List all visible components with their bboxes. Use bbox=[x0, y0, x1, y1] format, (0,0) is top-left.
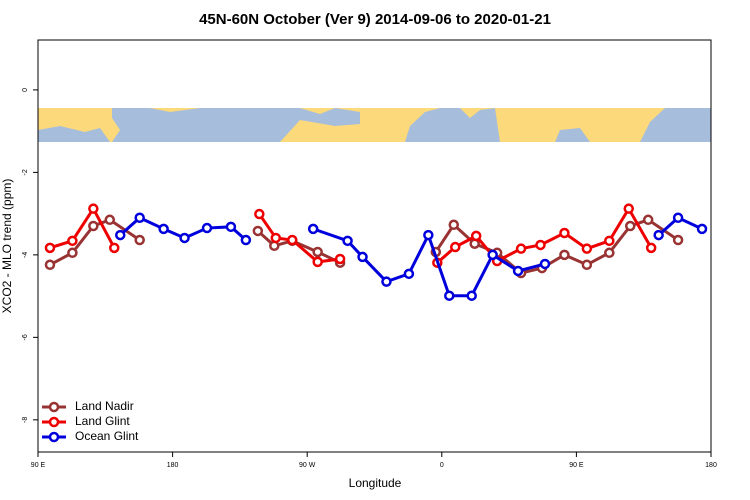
data-point bbox=[653, 229, 664, 241]
data-point bbox=[312, 256, 323, 268]
x-tick-label: 90 W bbox=[299, 462, 316, 469]
data-point bbox=[240, 234, 252, 246]
data-point bbox=[642, 214, 654, 226]
data-point bbox=[450, 241, 461, 253]
data-point bbox=[487, 249, 498, 261]
map-strip bbox=[38, 108, 711, 142]
data-point bbox=[201, 222, 213, 234]
data-point bbox=[109, 242, 120, 254]
data-point bbox=[403, 268, 415, 280]
chart-title: 45N-60N October (Ver 9) 2014-09-06 to 20… bbox=[199, 11, 551, 28]
x-tick-label: 180 bbox=[167, 462, 179, 469]
plot-frame bbox=[37, 39, 712, 453]
data-point bbox=[672, 234, 684, 246]
data-point bbox=[466, 290, 477, 301]
data-point bbox=[254, 208, 265, 220]
data-point bbox=[252, 225, 264, 237]
data-point bbox=[115, 229, 126, 241]
data-point bbox=[307, 223, 319, 235]
data-point bbox=[696, 223, 708, 235]
data-point bbox=[623, 203, 634, 214]
y-tick-label: -4 bbox=[22, 252, 29, 258]
data-point bbox=[286, 234, 298, 246]
data-point bbox=[539, 258, 551, 270]
legend-label: Land Glint bbox=[75, 414, 130, 428]
data-point bbox=[604, 247, 615, 259]
x-tick-label: 0 bbox=[440, 462, 444, 469]
legend-label: Land Nadir bbox=[75, 399, 134, 413]
data-point bbox=[334, 253, 346, 265]
data-point bbox=[44, 242, 56, 254]
data-point bbox=[270, 232, 282, 244]
y-tick-label: 0 bbox=[22, 88, 29, 92]
data-point bbox=[134, 234, 145, 246]
data-point bbox=[104, 214, 116, 226]
data-point bbox=[134, 212, 145, 223]
data-point bbox=[423, 229, 434, 241]
data-point bbox=[604, 235, 615, 247]
data-point bbox=[67, 235, 78, 247]
legend-marker bbox=[48, 416, 60, 428]
data-point bbox=[44, 259, 56, 271]
legend-marker bbox=[48, 431, 60, 443]
data-point bbox=[535, 239, 546, 251]
data-point bbox=[512, 265, 524, 277]
x-tick-label: 180 bbox=[705, 462, 717, 469]
y-tick-label: -6 bbox=[22, 334, 29, 340]
x-tick-label: 90 E bbox=[569, 462, 584, 469]
data-point bbox=[312, 246, 323, 258]
y-axis-label: XCO2 - MLO trend (ppm) bbox=[0, 179, 14, 314]
legend-marker bbox=[48, 401, 60, 413]
data-point bbox=[67, 247, 78, 259]
data-point bbox=[88, 203, 99, 214]
data-point bbox=[88, 220, 99, 232]
data-point bbox=[581, 259, 593, 271]
data-point bbox=[342, 235, 353, 247]
data-point bbox=[624, 220, 636, 232]
data-point bbox=[381, 276, 392, 287]
data-point bbox=[645, 242, 657, 254]
y-tick-label: -8 bbox=[22, 417, 29, 423]
data-point bbox=[470, 230, 482, 242]
x-axis-label: Longitude bbox=[349, 476, 402, 490]
y-tick-label: -2 bbox=[22, 169, 29, 175]
x-tick-label: 90 E bbox=[31, 462, 46, 469]
data-point bbox=[179, 232, 190, 244]
data-point bbox=[515, 243, 527, 254]
data-point bbox=[444, 290, 455, 301]
data-point bbox=[225, 221, 237, 233]
data-point bbox=[672, 212, 684, 223]
data-point bbox=[559, 249, 570, 261]
data-point bbox=[158, 223, 169, 235]
data-point bbox=[448, 219, 460, 231]
data-point bbox=[357, 251, 368, 263]
data-point bbox=[581, 243, 593, 254]
data-point bbox=[559, 227, 570, 239]
legend-label: Ocean Glint bbox=[75, 429, 139, 443]
